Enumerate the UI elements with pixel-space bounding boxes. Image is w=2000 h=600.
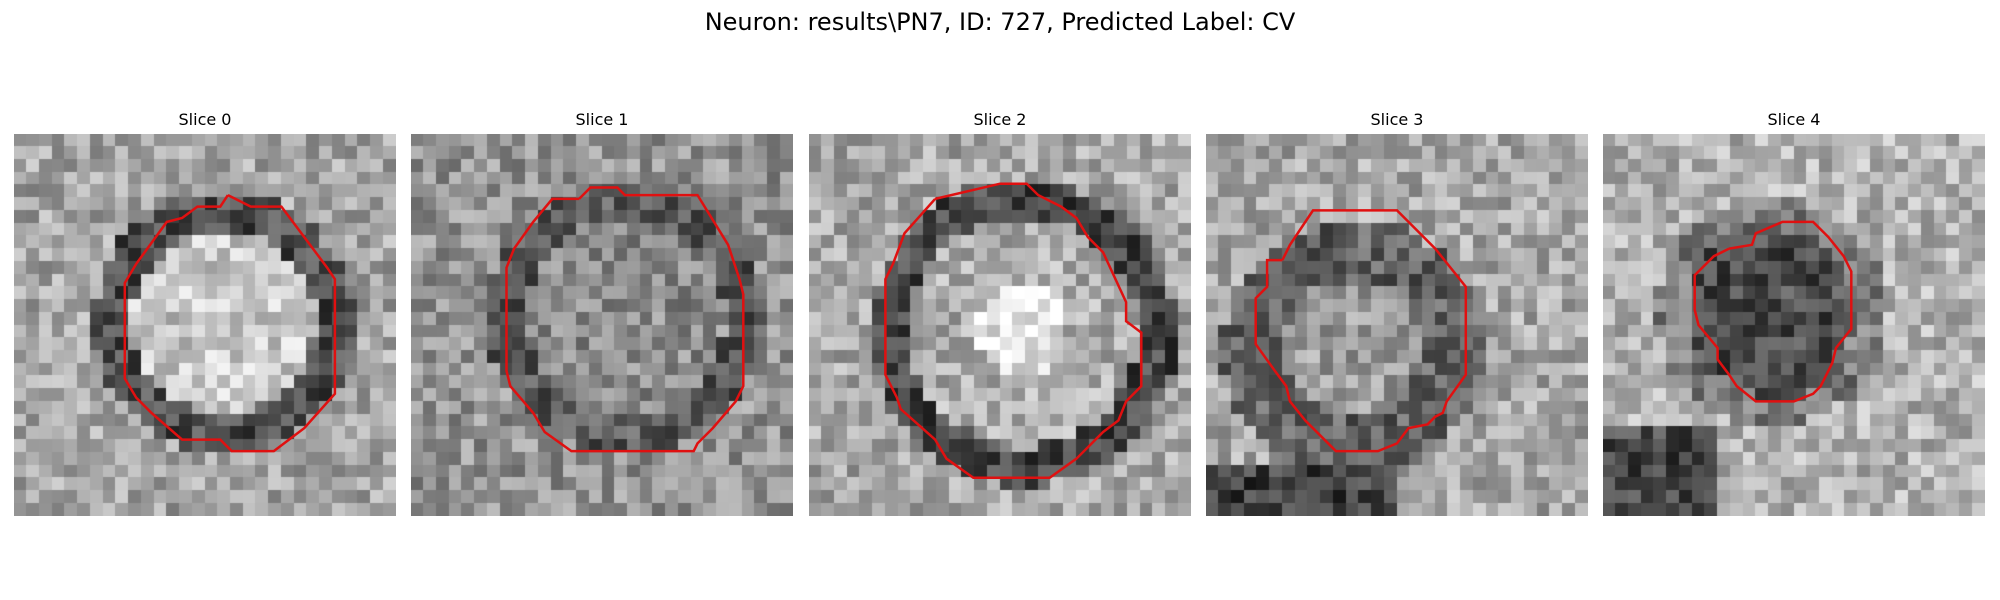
slice-panel-3: Slice 3 — [1206, 108, 1588, 516]
cell-contour — [884, 182, 1143, 480]
figure-title: Neuron: results\PN7, ID: 727, Predicted … — [704, 8, 1296, 36]
microscopy-image — [14, 134, 396, 516]
slice-title: Slice 0 — [178, 110, 232, 129]
slice-title: Slice 1 — [575, 110, 629, 129]
contour-line — [884, 182, 1143, 480]
cell-contour — [1693, 220, 1853, 403]
microscopy-image — [809, 134, 1191, 516]
cell-contour — [505, 186, 745, 453]
contour-line — [1254, 209, 1468, 453]
contour-line — [123, 193, 337, 453]
slice-title: Slice 2 — [973, 110, 1027, 129]
slice-title: Slice 3 — [1370, 110, 1424, 129]
cell-contour — [1254, 209, 1468, 453]
contour-line — [1693, 220, 1853, 403]
contour-line — [505, 186, 745, 453]
microscopy-image — [1603, 134, 1985, 516]
cell-contour — [123, 193, 337, 453]
slice-panel-0: Slice 0 — [14, 108, 396, 516]
slice-panel-4: Slice 4 — [1603, 108, 1985, 516]
slice-panel-2: Slice 2 — [809, 108, 1191, 516]
slice-panel-1: Slice 1 — [411, 108, 793, 516]
microscopy-image — [1206, 134, 1588, 516]
slice-title: Slice 4 — [1767, 110, 1821, 129]
